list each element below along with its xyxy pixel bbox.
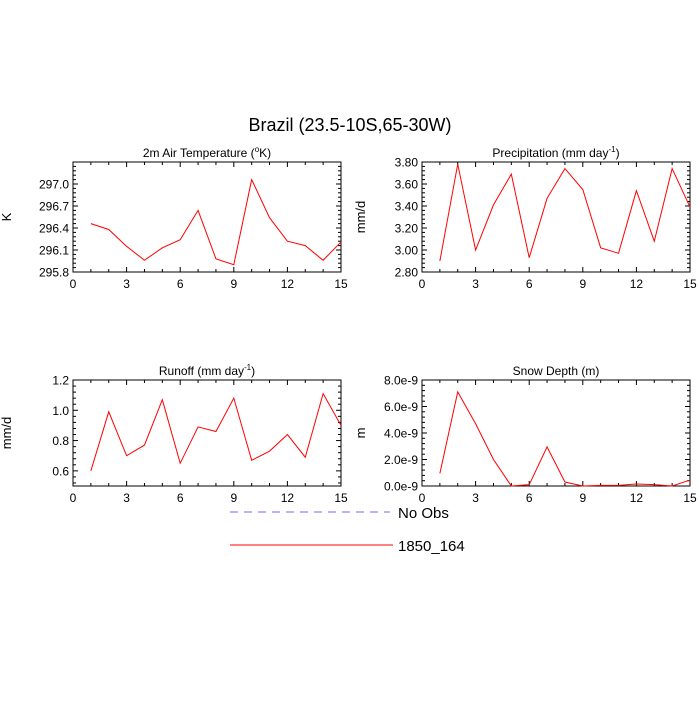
- plot-frame-precipitation: [421, 161, 691, 273]
- x-tick-label-precipitation: 9: [579, 277, 586, 291]
- y-tick-label-air-temperature: 295.8: [39, 266, 69, 280]
- y-axis-label-runoff: mm/d: [0, 417, 14, 450]
- y-tick-label-runoff: 1.0: [52, 404, 69, 418]
- x-tick-label-snow-depth: 0: [419, 491, 426, 505]
- legend: No Obs 1850_164: [230, 505, 465, 555]
- y-axis-label-precipitation: mm/d: [353, 201, 368, 234]
- panel-precipitation: 0 3 6 9 12 15 2.80 3.00 3.20 3.40 3.60 3.80 Precipit…: [353, 145, 697, 291]
- x-tick-label-precipitation: 3: [472, 277, 479, 291]
- series-line-snow-depth: [439, 390, 691, 487]
- y-tick-label-runoff: 1.2: [52, 374, 69, 388]
- x-tick-label-snow-depth: 12: [630, 491, 644, 505]
- y-tick-label-precipitation: 3.80: [395, 156, 419, 170]
- x-tick-label-snow-depth: 3: [472, 491, 479, 505]
- x-tick-label-runoff: 0: [70, 491, 77, 505]
- y-tick-label-air-temperature: 296.1: [39, 244, 69, 258]
- plot-frame-air-temperature: [72, 161, 342, 273]
- y-tick-label-air-temperature: 296.7: [39, 200, 69, 214]
- series-line-precipitation: [439, 164, 691, 262]
- x-tick-label-runoff: 6: [177, 491, 184, 505]
- series-line-air-temperature: [90, 178, 342, 266]
- y-tick-label-snow-depth: 6.0e-9: [384, 400, 418, 414]
- x-tick-label-snow-depth: 9: [579, 491, 586, 505]
- y-tick-label-air-temperature: 296.4: [39, 222, 69, 236]
- panel-runoff: 0 3 6 9 12 15 0.6 0.8 1.0 1.2 Runoff (mm day-1) mm/…: [0, 363, 348, 505]
- plot-frame-snow-depth: [421, 379, 691, 487]
- x-tick-label-air-temperature: 9: [230, 277, 237, 291]
- legend-label-no-obs: No Obs: [398, 505, 449, 522]
- y-tick-label-snow-depth: 4.0e-9: [384, 427, 418, 441]
- x-tick-label-air-temperature: 15: [334, 277, 348, 291]
- x-tick-label-precipitation: 15: [683, 277, 697, 291]
- y-tick-label-snow-depth: 8.0e-9: [384, 374, 418, 388]
- y-tick-label-precipitation: 3.20: [395, 222, 419, 236]
- legend-label-1850-164: 1850_164: [398, 538, 465, 555]
- x-tick-label-snow-depth: 15: [683, 491, 697, 505]
- x-tick-label-precipitation: 12: [630, 277, 644, 291]
- y-tick-label-runoff: 0.8: [52, 434, 69, 448]
- x-tick-label-air-temperature: 3: [123, 277, 130, 291]
- y-tick-label-runoff: 0.6: [52, 464, 69, 478]
- y-tick-label-snow-depth: 2.0e-9: [384, 453, 418, 467]
- x-tick-label-precipitation: 0: [419, 277, 426, 291]
- x-tick-label-snow-depth: 6: [526, 491, 533, 505]
- y-tick-label-snow-depth: 0.0e-9: [384, 480, 418, 494]
- panel-snow-depth: 0 3 6 9 12 15 0.0e-9 2.0e-9 4.0e-9 6.0e-9 8.0e-9 Sn…: [353, 364, 697, 505]
- x-tick-label-runoff: 12: [281, 491, 295, 505]
- x-tick-label-runoff: 15: [334, 491, 348, 505]
- plot-frame-runoff: [72, 379, 342, 487]
- panels-group: 0 3 6 9 12 15 295.8 296.1 296.4 296.7 297.0 2m Air …: [0, 145, 697, 505]
- y-tick-label-air-temperature: 297.0: [39, 178, 69, 192]
- panel-title-runoff: Runoff (mm day-1): [159, 363, 255, 378]
- x-tick-label-air-temperature: 12: [281, 277, 295, 291]
- panel-title-snow-depth: Snow Depth (m): [513, 364, 600, 378]
- y-tick-label-precipitation: 3.60: [395, 178, 419, 192]
- x-tick-label-precipitation: 6: [526, 277, 533, 291]
- panel-air-temperature: 0 3 6 9 12 15 295.8 296.1 296.4 296.7 297.0 2m Air …: [0, 145, 348, 291]
- y-axis-label-air-temperature: K: [0, 212, 14, 221]
- x-tick-label-air-temperature: 6: [177, 277, 184, 291]
- panel-title-air-temperature: 2m Air Temperature (oK): [143, 145, 271, 160]
- panel-title-precipitation: Precipitation (mm day-1): [492, 145, 619, 160]
- x-tick-label-runoff: 3: [123, 491, 130, 505]
- x-tick-label-air-temperature: 0: [70, 277, 77, 291]
- figure-title: Brazil (23.5-10S,65-30W): [248, 115, 451, 135]
- series-line-runoff: [90, 392, 342, 472]
- y-tick-label-precipitation: 2.80: [395, 266, 419, 280]
- y-axis-label-snow-depth: m: [353, 428, 368, 439]
- x-tick-label-runoff: 9: [230, 491, 237, 505]
- y-tick-label-precipitation: 3.00: [395, 244, 419, 258]
- y-tick-label-precipitation: 3.40: [395, 200, 419, 214]
